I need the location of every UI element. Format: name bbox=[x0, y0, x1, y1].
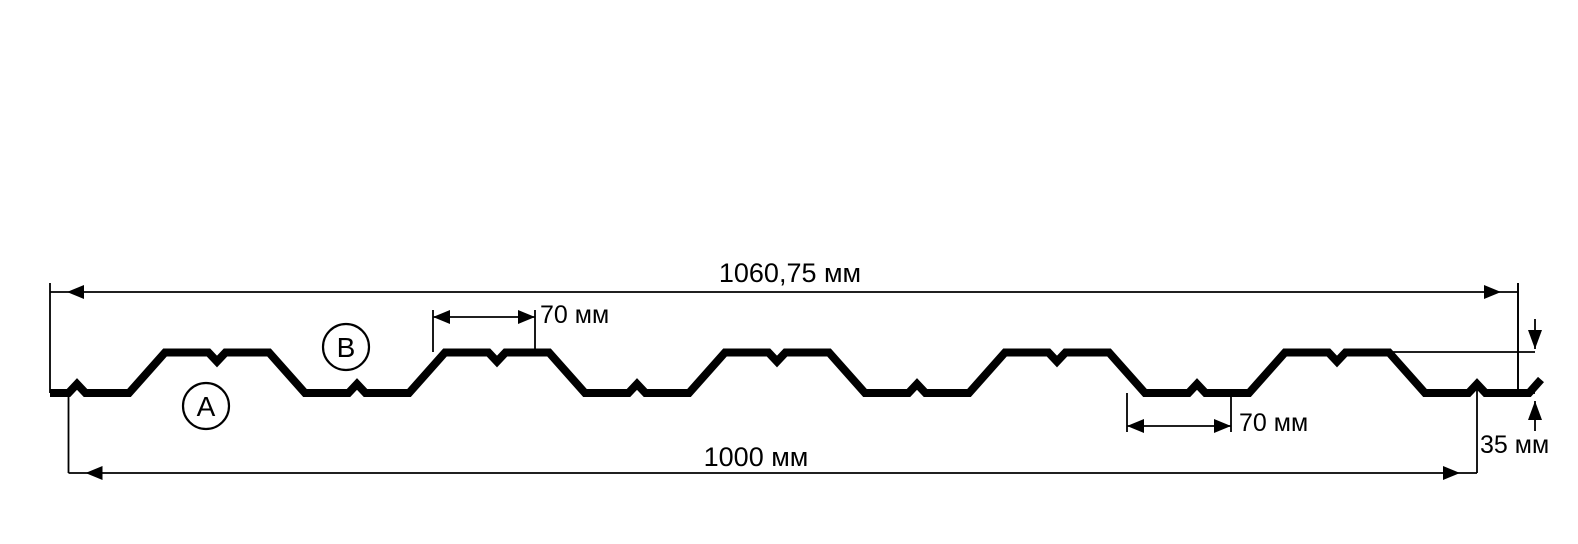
svg-text:35 мм: 35 мм bbox=[1480, 431, 1549, 459]
svg-text:70 мм: 70 мм bbox=[1239, 409, 1308, 437]
svg-text:70 мм: 70 мм bbox=[540, 301, 609, 329]
svg-text:A: A bbox=[197, 391, 216, 422]
svg-text:1000 мм: 1000 мм bbox=[704, 442, 809, 472]
svg-text:B: B bbox=[337, 332, 356, 363]
svg-text:1060,75 мм: 1060,75 мм bbox=[719, 258, 861, 288]
